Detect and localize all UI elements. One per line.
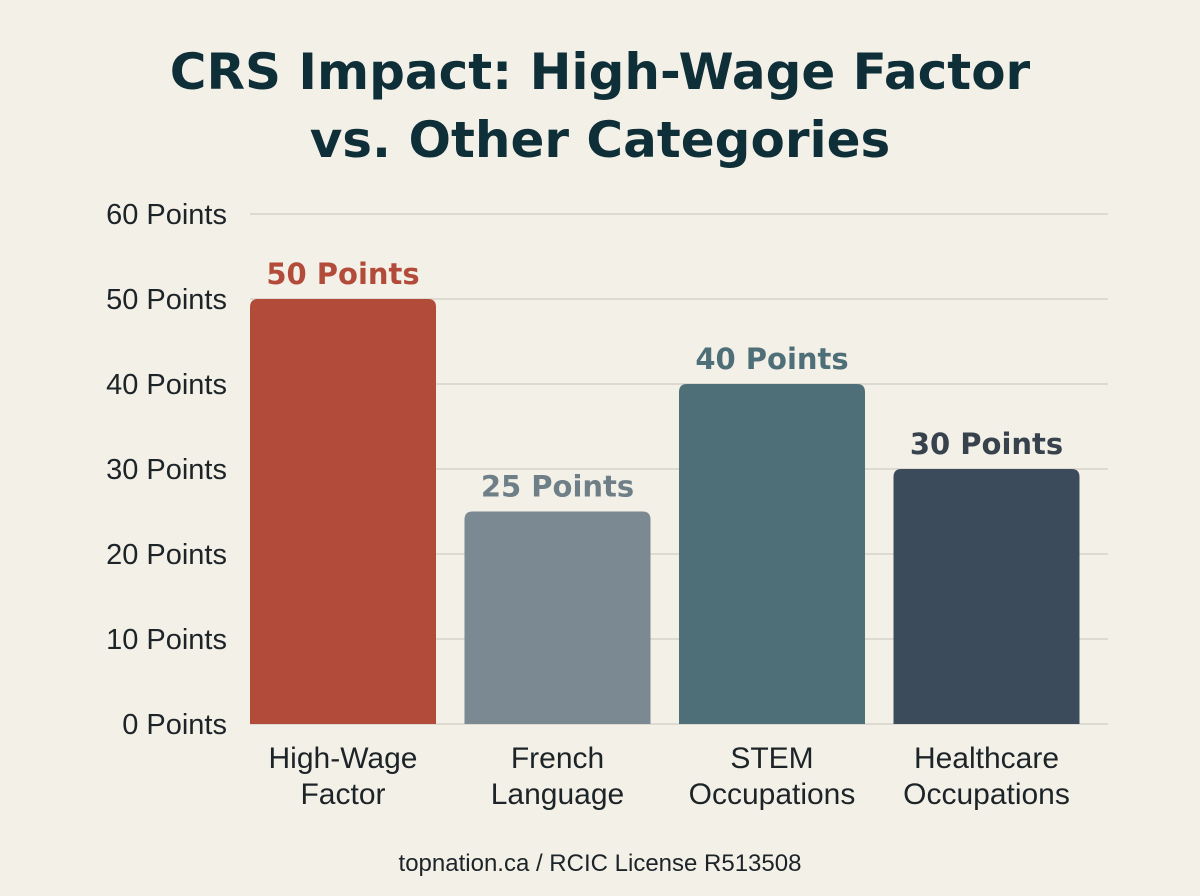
- x-category-label: Occupations: [689, 778, 856, 811]
- bar-value-label: 40 Points: [695, 342, 848, 376]
- chart-title: CRS Impact: High-Wage Factor vs. Other C…: [0, 38, 1200, 174]
- x-category-label: Healthcare: [914, 742, 1059, 775]
- bar-value-label: 25 Points: [481, 470, 634, 504]
- x-category-label: Occupations: [903, 778, 1070, 811]
- bar: [464, 511, 651, 724]
- x-category-label: Factor: [300, 778, 385, 811]
- footer-credit: topnation.ca / RCIC License R513508: [398, 850, 802, 877]
- bar: [250, 299, 436, 724]
- bar-value-label: 30 Points: [910, 427, 1063, 461]
- y-tick-label: 10 Points: [106, 624, 227, 656]
- bar: [893, 469, 1080, 724]
- x-axis-category-labels: High-WageFactorFrenchLanguageSTEMOccupat…: [269, 742, 1070, 811]
- x-category-label: Language: [491, 778, 624, 811]
- chart-title-line-1: CRS Impact: High-Wage Factor: [169, 43, 1031, 101]
- x-category-label: STEM: [730, 742, 813, 775]
- y-tick-label: 40 Points: [106, 369, 227, 401]
- x-category-label: French: [511, 742, 604, 775]
- y-tick-label: 30 Points: [106, 454, 227, 486]
- y-tick-label: 0 Points: [122, 709, 227, 741]
- x-category-label: High-Wage: [269, 742, 418, 775]
- y-tick-label: 50 Points: [106, 284, 227, 316]
- y-axis-tick-labels: 0 Points 10 Points 20 Points 30 Points 40 Po…: [106, 199, 227, 741]
- bars: [250, 299, 1080, 724]
- y-tick-label: 60 Points: [106, 199, 227, 231]
- y-tick-label: 20 Points: [106, 539, 227, 571]
- bar: [679, 384, 865, 724]
- chart-title-line-2: vs. Other Categories: [309, 111, 891, 169]
- bar-value-label: 50 Points: [266, 257, 419, 291]
- value-labels: 50 Points 25 Points 40 Points 30 Points: [266, 257, 1063, 504]
